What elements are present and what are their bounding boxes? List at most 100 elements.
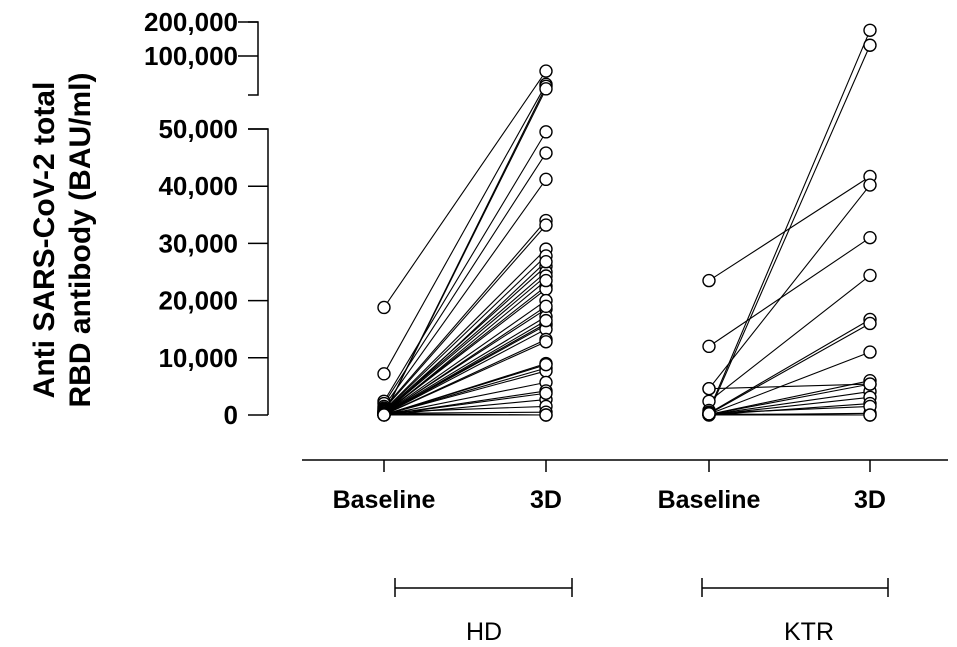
pair-line-hd [383,261,547,415]
axes [248,21,948,461]
pair-line-hd [383,248,547,411]
y-axis-label-line-1: Anti SARS-CoV-2 total [28,82,61,399]
y-axis-lower-segment [248,128,269,415]
pair-line-hd [383,84,547,375]
y-tick-label: 30,000 [158,228,238,258]
pair-line-ktr [708,380,871,415]
point-ktr-baseline [702,407,716,421]
pair-line-ktr [708,184,871,390]
pair-line-ktr [708,319,871,414]
pair-line-hd [383,328,547,416]
pair-line-ktr [708,237,871,347]
point-ktr-3d [863,230,877,245]
point-hd-3d [539,335,553,349]
x-ticks: Baseline 3D Baseline 3D [333,460,886,514]
pair-lines [383,30,871,416]
pair-line-ktr [708,405,871,414]
x-tick-label: 3D [530,486,562,514]
pair-line-hd [383,300,547,415]
pair-line-hd [383,88,547,415]
point-hd-3d [539,357,553,372]
y-axis-label-line-2: RBD antibody (BAU/ml) [64,73,97,408]
y-tick-label: 20,000 [158,286,238,316]
data-points [377,23,877,422]
y-tick-label: 200,000 [144,7,238,37]
group-label-hd: HD [466,618,502,646]
y-tick-label: 0 [224,400,238,430]
pair-line-hd [383,316,547,415]
point-ktr-3d [863,377,877,391]
x-tick-label: Baseline [658,486,761,514]
y-axis-label: Anti SARS-CoV-2 total RBD antibody (BAU/… [28,73,97,408]
pair-line-hd [383,392,547,416]
y-tick-label: 100,000 [144,41,238,71]
point-ktr-3d [863,38,877,52]
pair-line-hd [383,370,547,416]
pair-line-ktr [708,391,871,416]
pair-line-hd [383,255,547,412]
pair-line-ktr [708,351,871,415]
pair-line-ktr [708,413,871,416]
pair-line-hd [383,265,547,412]
y-ticks: 0 10,000 20,000 30,000 40,000 50,000 100,000 20… [144,7,268,430]
point-hd-baseline [377,300,391,315]
point-hd-3d [539,218,553,232]
pair-line-ktr [708,403,871,416]
group-bracket-ktr: KTR [701,578,889,646]
point-hd-3d [539,146,553,160]
point-ktr-baseline [702,381,716,396]
point-ktr-3d [863,316,877,331]
pair-line-hd [383,411,547,414]
y-tick-label: 10,000 [158,343,238,373]
pair-line-hd [383,364,547,416]
pair-line-hd [383,70,547,308]
point-ktr-3d [863,408,877,422]
point-hd-3d [539,299,553,314]
point-hd-3d [539,255,553,269]
pair-line-hd [383,280,547,416]
pair-line-hd [383,179,547,407]
pair-line-hd [383,152,547,404]
pair-line-ktr [708,274,871,402]
y-axis-upper-segment [248,21,259,96]
pair-line-hd [383,224,547,410]
bracket-hd-line [394,578,573,597]
pair-line-ktr [708,323,871,415]
pair-line-hd [383,275,547,414]
point-hd-3d [539,125,553,139]
pair-line-ktr [708,45,871,413]
point-hd-3d [539,273,553,288]
x-tick-label: 3D [854,486,886,514]
pair-line-hd [383,320,547,416]
pair-line-hd [383,341,547,416]
y-tick-label: 50,000 [158,114,238,144]
point-ktr-baseline [702,273,716,288]
point-hd-baseline [377,367,391,381]
point-hd-3d [539,408,553,422]
point-ktr-3d [863,23,877,37]
point-hd-3d [539,82,553,96]
group-bracket-hd: HD [394,578,573,646]
point-hd-3d [539,64,553,78]
pair-line-ktr [708,383,871,390]
bracket-ktr-line [701,578,889,597]
pair-line-hd [383,131,547,402]
point-ktr-3d [863,178,877,192]
pair-line-hd [383,220,547,409]
pair-line-hd [383,399,547,416]
point-hd-3d [539,386,553,400]
point-ktr-3d [863,268,877,283]
point-ktr-3d [863,345,877,359]
y-tick-label: 40,000 [158,171,238,201]
pair-line-hd [383,381,547,416]
point-ktr-baseline [702,339,716,354]
group-label-ktr: KTR [784,618,834,646]
point-hd-3d [539,172,553,187]
pair-line-hd [383,305,547,416]
point-hd-3d [539,313,553,328]
pair-line-ktr [708,30,871,411]
x-tick-label: Baseline [333,486,436,514]
point-hd-baseline [377,408,391,422]
pair-line-ktr [708,383,871,416]
